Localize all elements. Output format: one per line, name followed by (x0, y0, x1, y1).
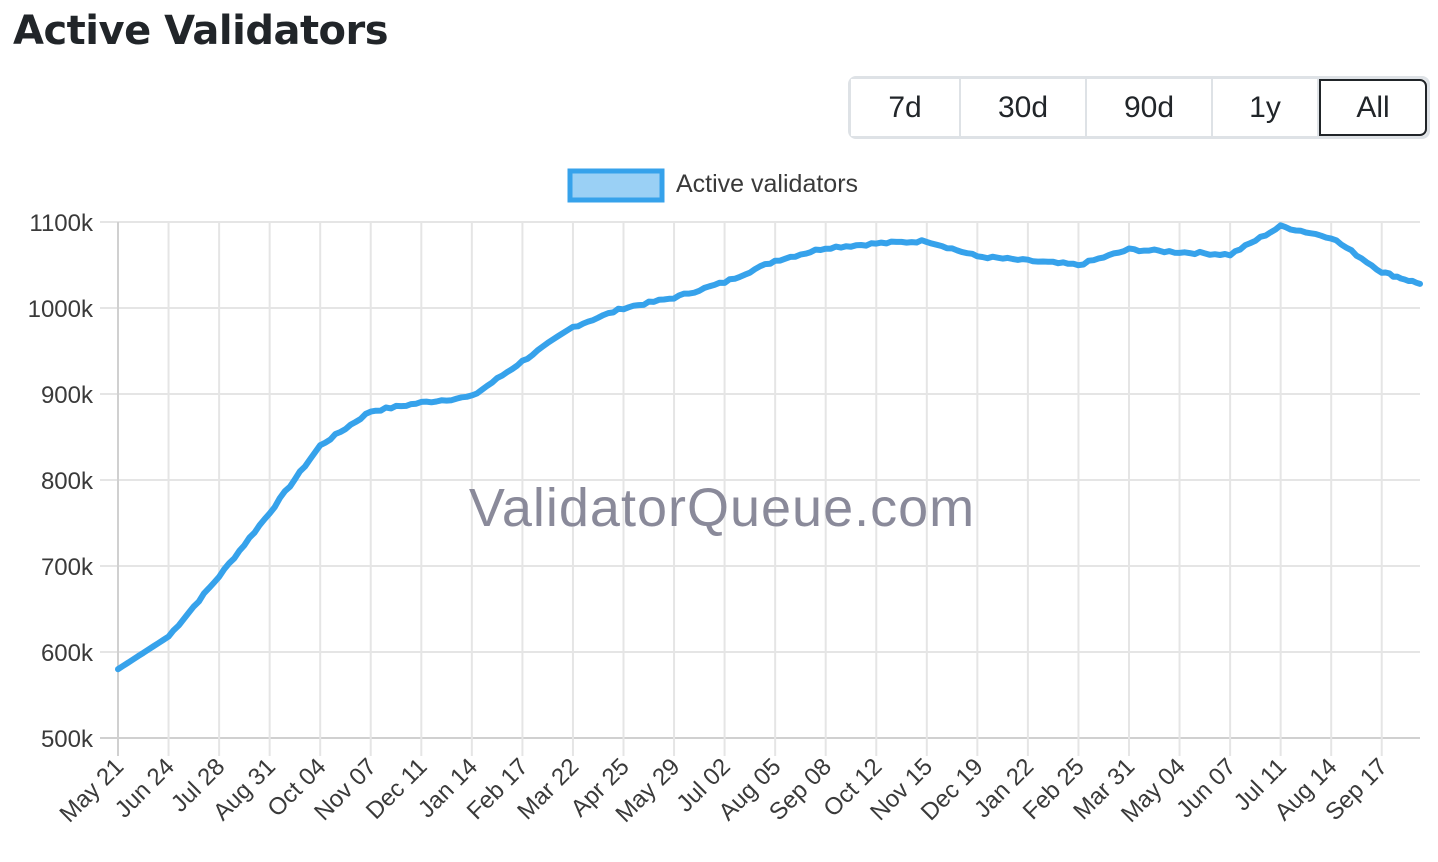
page-title: Active Validators (13, 8, 389, 54)
time-range-selector: 7d 30d 90d 1y All (848, 76, 1430, 139)
y-tick-label: 1000k (28, 296, 94, 323)
range-1y-button[interactable]: 1y (1213, 79, 1319, 136)
range-7d-button[interactable]: 7d (851, 79, 961, 136)
active-validators-line (115, 222, 1423, 673)
chart-grid (100, 221, 1420, 756)
range-90d-button[interactable]: 90d (1087, 79, 1213, 136)
watermark-text: ValidatorQueue.com (469, 478, 975, 538)
y-tick-label: 900k (41, 382, 94, 409)
y-axis: 500k 600k 700k 800k 900k 1000k 1100k (28, 210, 94, 753)
y-tick-label: 700k (41, 554, 94, 581)
chart-legend[interactable]: Active validators (567, 168, 858, 203)
range-30d-button[interactable]: 30d (961, 79, 1087, 136)
y-tick-label: 600k (41, 640, 94, 667)
legend-swatch-icon (567, 168, 665, 203)
legend-label: Active validators (676, 170, 858, 198)
y-tick-label: 1100k (29, 210, 94, 237)
y-tick-label: 800k (41, 468, 94, 495)
x-tick-label: May 21 (54, 753, 129, 828)
y-tick-label: 500k (41, 726, 94, 753)
range-all-button[interactable]: All (1319, 79, 1427, 136)
